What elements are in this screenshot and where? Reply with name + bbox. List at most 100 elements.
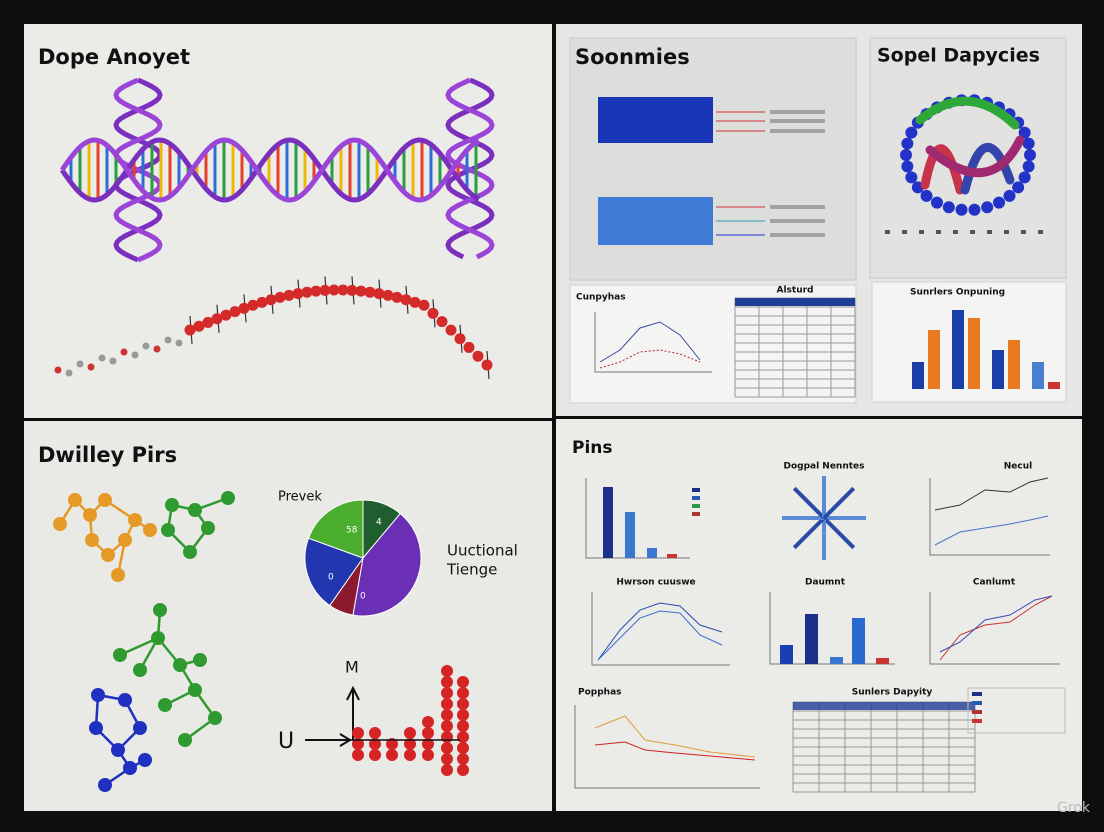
pie-label: 58 [346, 526, 358, 536]
bead [1022, 160, 1035, 173]
residue [229, 306, 241, 318]
bead [905, 126, 918, 139]
atom [153, 603, 167, 617]
legend-box [967, 687, 1066, 734]
bar [1008, 340, 1020, 389]
residue [175, 339, 183, 347]
bead [441, 665, 453, 677]
bead [441, 676, 453, 688]
strand [59, 137, 481, 203]
bead [441, 720, 453, 732]
line [594, 715, 756, 758]
atom [68, 493, 82, 507]
chart-title: Cunpyhas [576, 293, 626, 303]
pie-slice [352, 512, 422, 617]
residue [409, 296, 421, 308]
atom [53, 517, 67, 531]
title: Dwilley Pirs [38, 443, 177, 467]
atom [165, 498, 179, 512]
bead [955, 203, 968, 216]
row-cell [885, 230, 890, 234]
chart-title: Canlumt [973, 578, 1016, 588]
bead [457, 720, 469, 732]
pie-label: 4 [376, 518, 382, 528]
legend-swatch [692, 504, 700, 508]
bead [900, 149, 912, 161]
residue [292, 288, 304, 300]
legend-swatch [972, 710, 982, 714]
atom [91, 688, 105, 702]
bead [422, 738, 434, 750]
bead [457, 753, 469, 765]
block [598, 97, 713, 143]
bar [876, 658, 889, 664]
residue [454, 333, 466, 345]
note [770, 119, 825, 123]
bead [457, 698, 469, 710]
residue [328, 284, 340, 296]
row-cell [1004, 230, 1009, 234]
bead [1018, 126, 1031, 139]
bead [441, 742, 453, 754]
residue [391, 291, 403, 303]
line [594, 741, 756, 761]
residue [301, 286, 313, 298]
note [770, 129, 825, 133]
residue [265, 294, 277, 306]
bead [369, 727, 381, 739]
pie-slice [304, 537, 364, 607]
chart-title: Necul [1004, 462, 1032, 472]
residue [274, 291, 286, 303]
atom [183, 545, 197, 559]
chart-title: Sunrlers Onpuning [910, 288, 1005, 298]
note [770, 205, 825, 209]
bead [441, 731, 453, 743]
bar [647, 548, 657, 558]
legend-swatch [692, 488, 700, 492]
row-cell [902, 230, 907, 234]
residue [238, 302, 250, 314]
residue [120, 348, 128, 356]
bead [993, 196, 1005, 209]
axis-label: M [345, 658, 359, 677]
row-cell [1021, 230, 1026, 234]
bead [422, 749, 434, 761]
atom [161, 523, 175, 537]
bead [441, 709, 453, 721]
line [939, 595, 1053, 653]
atom [118, 533, 132, 547]
atom [188, 683, 202, 697]
atom [173, 658, 187, 672]
axis [929, 592, 1060, 665]
residue [65, 369, 73, 377]
atom [178, 733, 192, 747]
bead [369, 738, 381, 750]
spoke [792, 486, 826, 520]
atom [143, 523, 157, 537]
bead [1024, 149, 1036, 161]
title: Pins [572, 438, 613, 458]
row-cell [1038, 230, 1043, 234]
axis [594, 312, 712, 373]
line [599, 349, 701, 369]
ribbon [920, 144, 965, 195]
bead [905, 171, 918, 184]
residue [142, 342, 150, 350]
legend-swatch [692, 496, 700, 500]
strand [113, 77, 163, 263]
residue [184, 324, 196, 336]
bar [603, 487, 613, 558]
bar [928, 330, 940, 389]
table-header [793, 702, 975, 710]
bead [1012, 181, 1025, 194]
residue [481, 359, 493, 371]
atom [89, 721, 103, 735]
residue [202, 316, 214, 328]
atom [85, 533, 99, 547]
row-cell [953, 230, 958, 234]
bead [457, 676, 469, 688]
atom [188, 503, 202, 517]
residue [153, 345, 161, 353]
atom [151, 631, 165, 645]
